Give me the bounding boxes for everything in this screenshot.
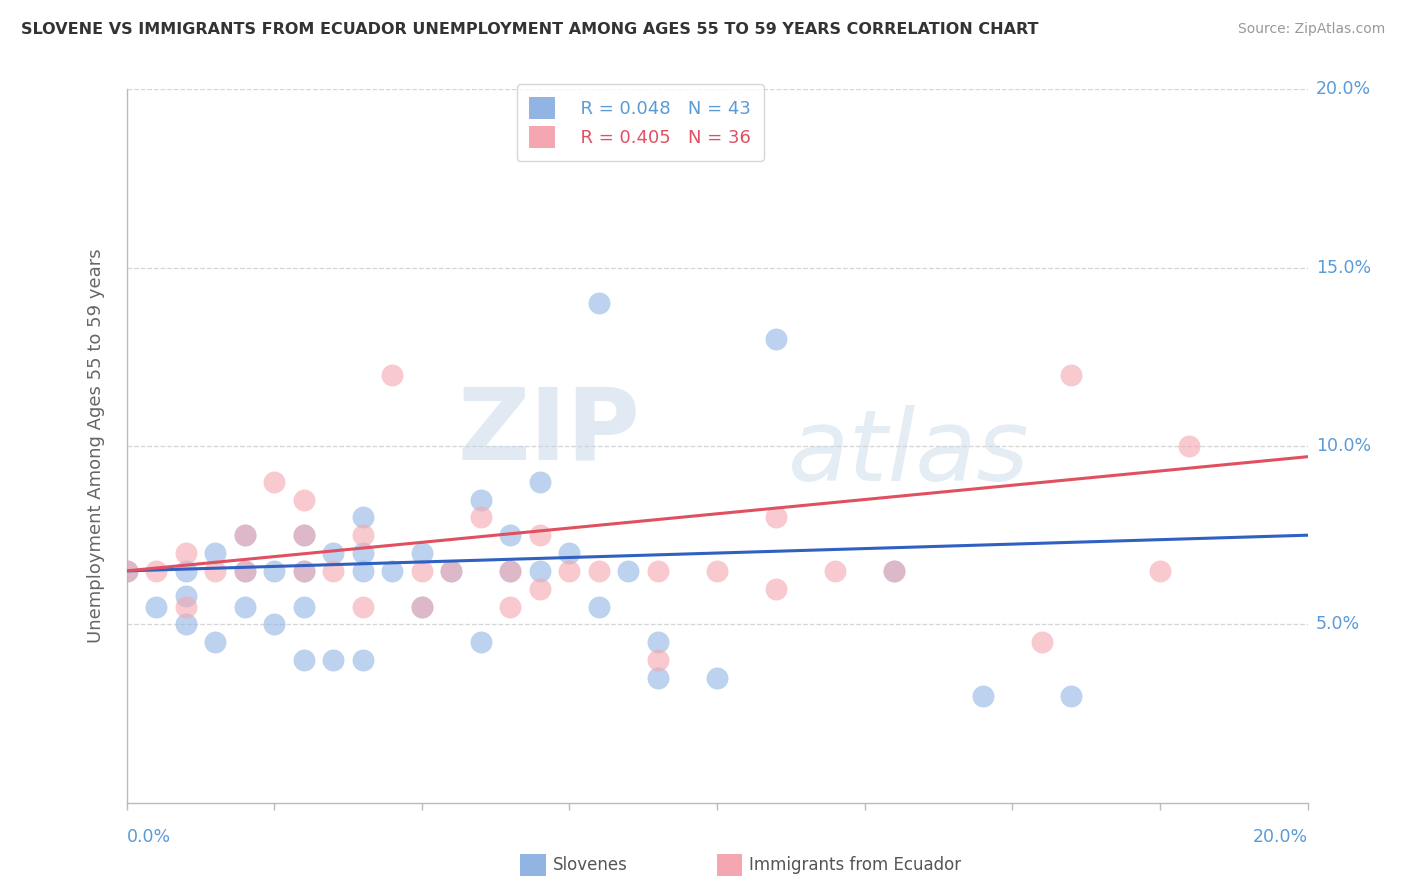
Text: 15.0%: 15.0% bbox=[1316, 259, 1371, 277]
Text: ZIP: ZIP bbox=[457, 384, 640, 480]
Point bbox=[352, 599, 374, 614]
Point bbox=[204, 564, 226, 578]
Text: 20.0%: 20.0% bbox=[1316, 80, 1371, 98]
Point bbox=[263, 617, 285, 632]
Text: atlas: atlas bbox=[787, 405, 1029, 501]
Point bbox=[470, 635, 492, 649]
Point bbox=[204, 546, 226, 560]
Point bbox=[263, 475, 285, 489]
Text: 0.0%: 0.0% bbox=[127, 828, 170, 846]
Point bbox=[1060, 689, 1083, 703]
Point bbox=[322, 546, 344, 560]
Point bbox=[558, 546, 581, 560]
Point bbox=[233, 564, 256, 578]
Text: 10.0%: 10.0% bbox=[1316, 437, 1371, 455]
Point bbox=[706, 564, 728, 578]
Point bbox=[233, 564, 256, 578]
Point bbox=[499, 528, 522, 542]
Point bbox=[145, 599, 167, 614]
Point bbox=[499, 599, 522, 614]
Point bbox=[352, 564, 374, 578]
Point bbox=[352, 510, 374, 524]
Point bbox=[174, 617, 197, 632]
Point bbox=[647, 653, 669, 667]
Point bbox=[1031, 635, 1053, 649]
Point bbox=[617, 564, 640, 578]
Point bbox=[381, 368, 404, 382]
Point bbox=[1060, 368, 1083, 382]
Point bbox=[411, 546, 433, 560]
Point bbox=[411, 564, 433, 578]
Point bbox=[292, 599, 315, 614]
Point bbox=[470, 492, 492, 507]
Text: 5.0%: 5.0% bbox=[1316, 615, 1360, 633]
Point bbox=[322, 653, 344, 667]
Point bbox=[647, 671, 669, 685]
Point bbox=[529, 582, 551, 596]
Point bbox=[529, 528, 551, 542]
Point bbox=[292, 564, 315, 578]
Point bbox=[233, 599, 256, 614]
Point bbox=[883, 564, 905, 578]
Point bbox=[647, 635, 669, 649]
Point bbox=[292, 564, 315, 578]
Y-axis label: Unemployment Among Ages 55 to 59 years: Unemployment Among Ages 55 to 59 years bbox=[87, 249, 105, 643]
Text: Immigrants from Ecuador: Immigrants from Ecuador bbox=[749, 855, 962, 874]
Point bbox=[352, 546, 374, 560]
Point bbox=[145, 564, 167, 578]
Point bbox=[558, 564, 581, 578]
Point bbox=[706, 671, 728, 685]
Point bbox=[352, 528, 374, 542]
Point bbox=[292, 492, 315, 507]
Point bbox=[440, 564, 463, 578]
Point bbox=[972, 689, 994, 703]
Point bbox=[470, 510, 492, 524]
Point bbox=[647, 564, 669, 578]
Point bbox=[588, 296, 610, 310]
Point bbox=[499, 564, 522, 578]
Point bbox=[765, 510, 787, 524]
Point bbox=[824, 564, 846, 578]
Point bbox=[1149, 564, 1171, 578]
Point bbox=[588, 599, 610, 614]
Point bbox=[588, 564, 610, 578]
Point bbox=[174, 599, 197, 614]
Text: 20.0%: 20.0% bbox=[1253, 828, 1308, 846]
Point bbox=[529, 475, 551, 489]
Point bbox=[233, 528, 256, 542]
Point bbox=[115, 564, 138, 578]
Point bbox=[233, 528, 256, 542]
Point bbox=[529, 564, 551, 578]
Point bbox=[411, 599, 433, 614]
Point bbox=[765, 582, 787, 596]
Point bbox=[263, 564, 285, 578]
Point bbox=[411, 599, 433, 614]
Point bbox=[174, 546, 197, 560]
Point bbox=[174, 589, 197, 603]
Point bbox=[1178, 439, 1201, 453]
Text: Slovenes: Slovenes bbox=[553, 855, 627, 874]
Point bbox=[115, 564, 138, 578]
Point bbox=[352, 653, 374, 667]
Point bbox=[381, 564, 404, 578]
Point bbox=[440, 564, 463, 578]
Point bbox=[174, 564, 197, 578]
Text: Source: ZipAtlas.com: Source: ZipAtlas.com bbox=[1237, 22, 1385, 37]
Text: SLOVENE VS IMMIGRANTS FROM ECUADOR UNEMPLOYMENT AMONG AGES 55 TO 59 YEARS CORREL: SLOVENE VS IMMIGRANTS FROM ECUADOR UNEMP… bbox=[21, 22, 1039, 37]
Legend:   R = 0.048   N = 43,   R = 0.405   N = 36: R = 0.048 N = 43, R = 0.405 N = 36 bbox=[517, 84, 763, 161]
Point bbox=[204, 635, 226, 649]
Point bbox=[765, 332, 787, 346]
Point bbox=[322, 564, 344, 578]
Point bbox=[883, 564, 905, 578]
Point bbox=[292, 528, 315, 542]
Point bbox=[499, 564, 522, 578]
Point bbox=[292, 653, 315, 667]
Point bbox=[292, 528, 315, 542]
